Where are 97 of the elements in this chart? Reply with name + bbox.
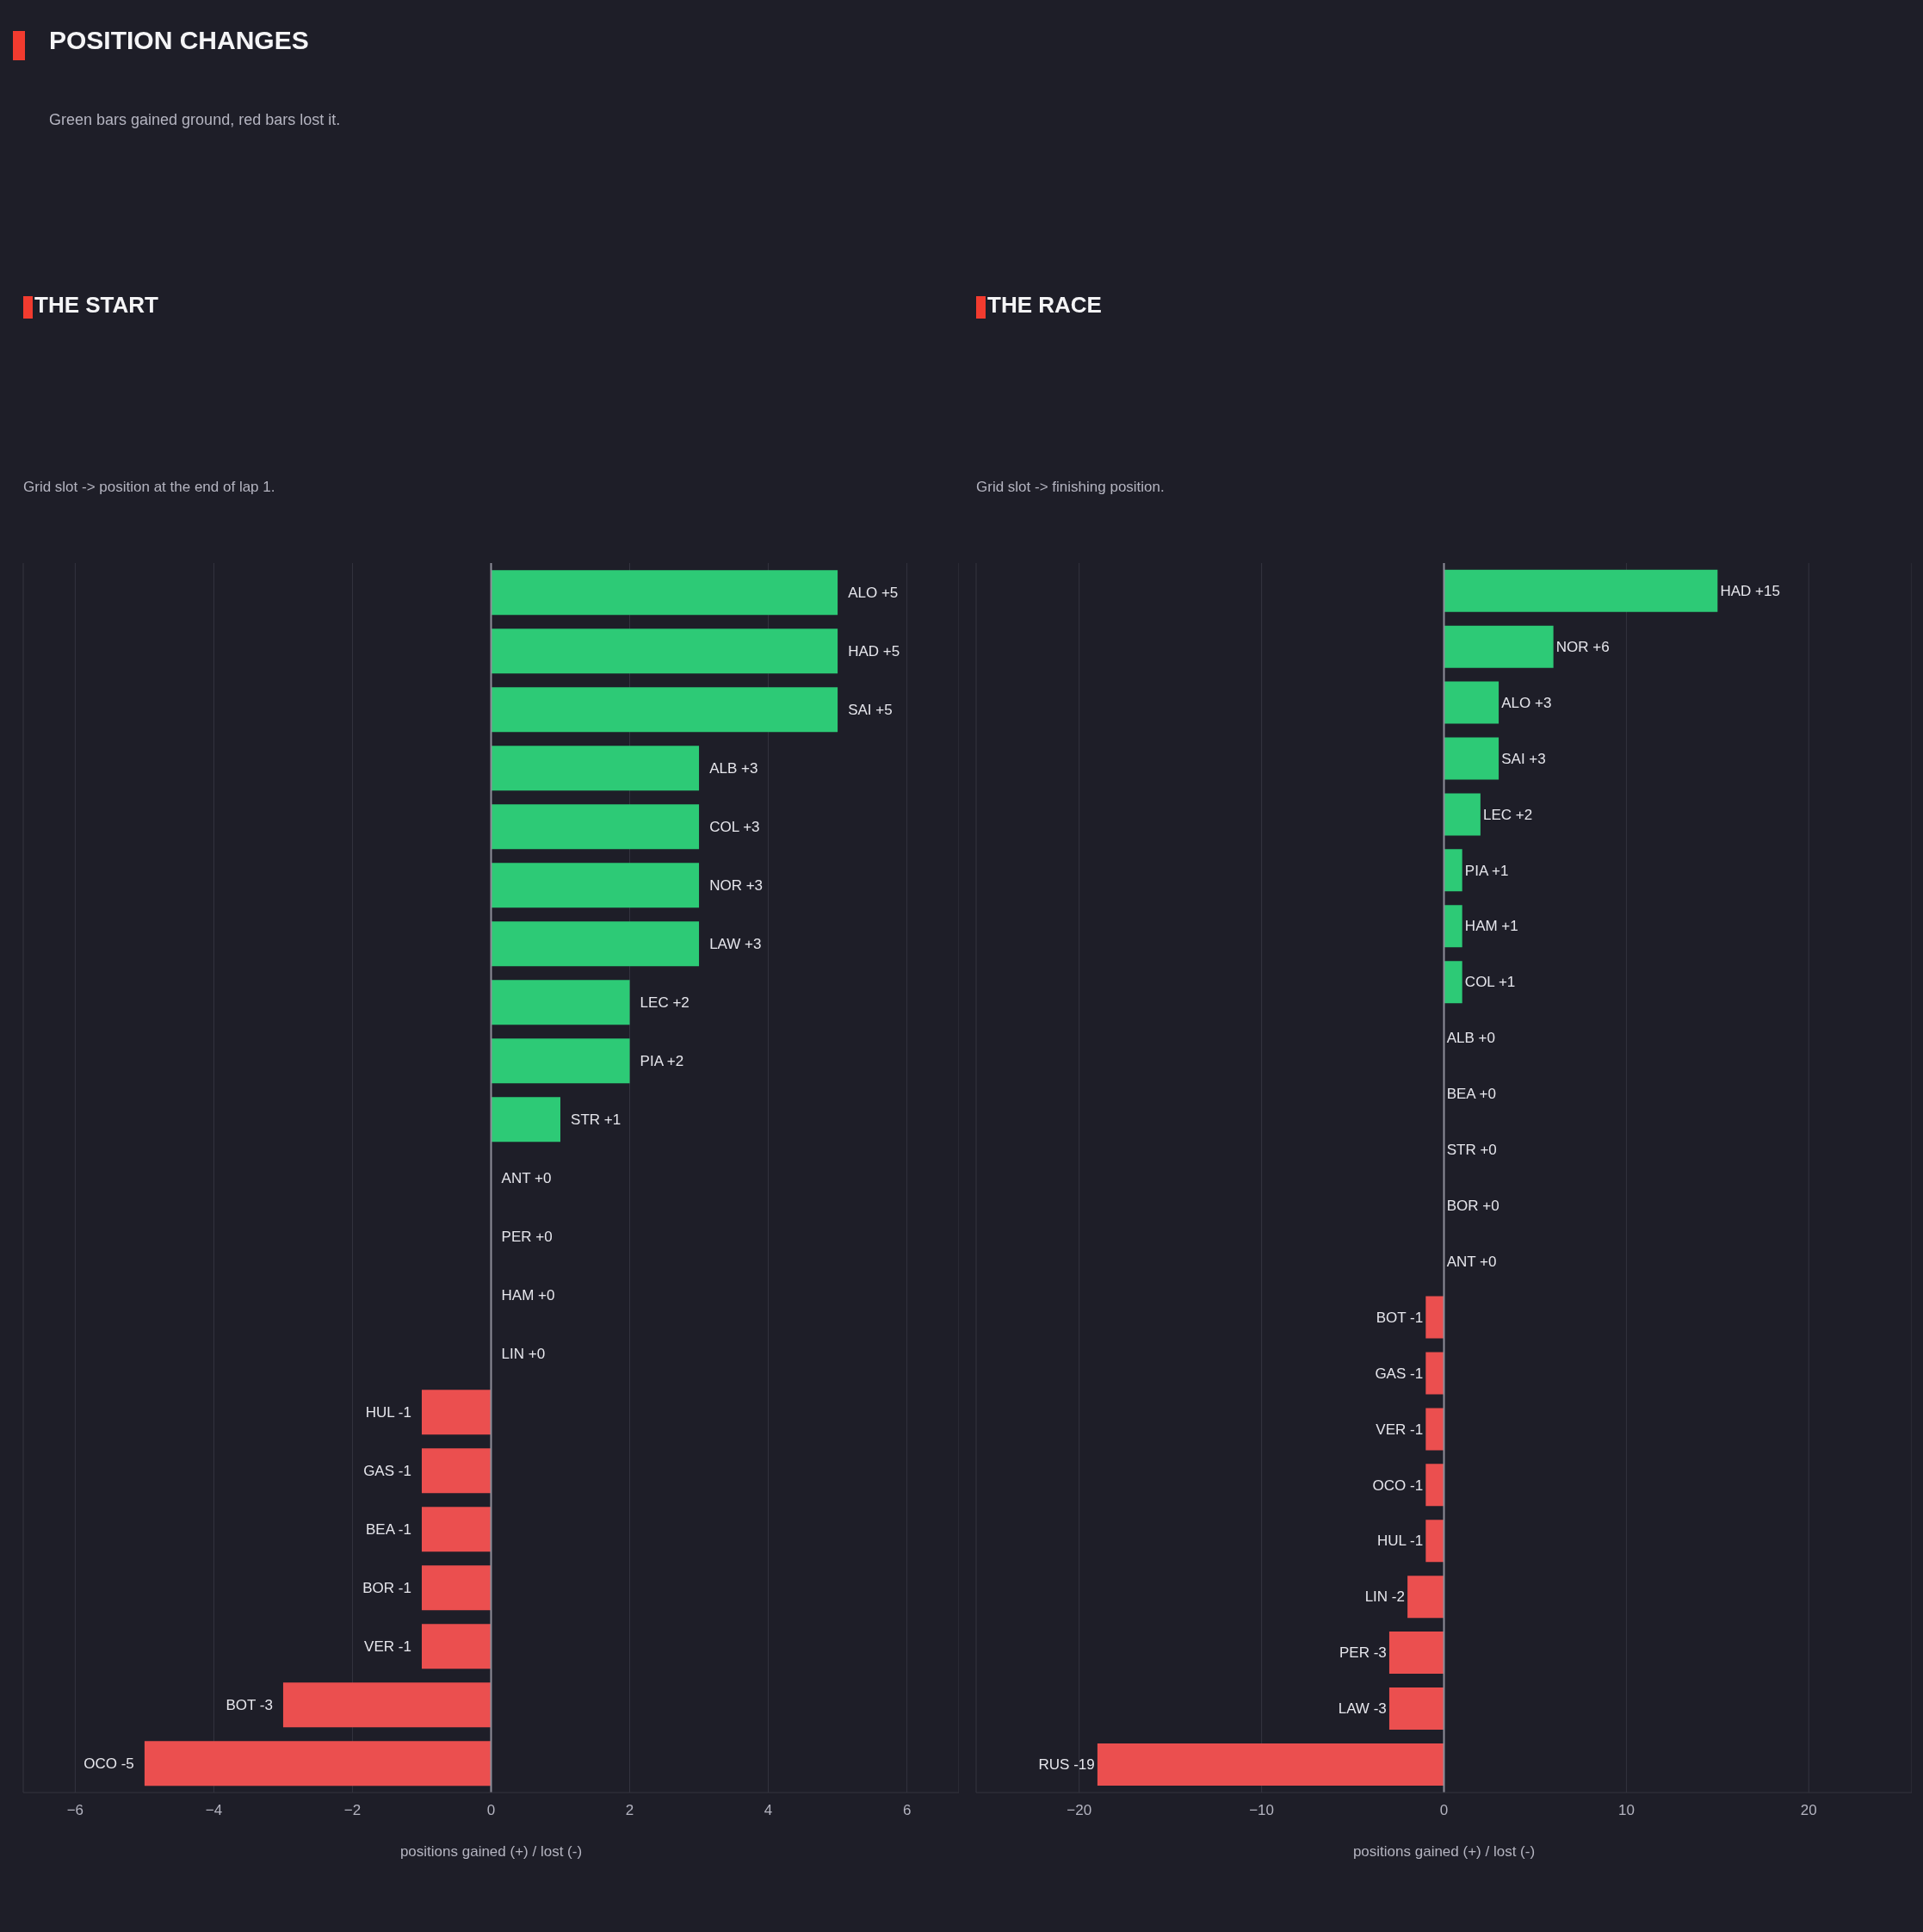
bar — [1425, 1520, 1444, 1563]
category-label: GAS -1 — [1375, 1365, 1424, 1382]
category-label: ALO +5 — [848, 584, 899, 601]
bar — [491, 1038, 630, 1084]
bar — [1444, 961, 1462, 1004]
category-label: LAW -3 — [1338, 1700, 1387, 1718]
category-label: BOR +0 — [1446, 1197, 1499, 1214]
text: POSITION CHANGES — [49, 26, 309, 54]
x-axis-title: positions gained (+) / lost (-) — [399, 1843, 583, 1860]
category-label: HUL -1 — [365, 1403, 411, 1421]
bar — [491, 687, 838, 733]
category-label: NOR +3 — [709, 876, 764, 894]
bar — [421, 1390, 492, 1435]
bar — [1425, 1408, 1444, 1451]
x-tick-label: −20 — [1067, 1802, 1092, 1819]
category-label: HUL -1 — [1376, 1533, 1424, 1550]
category-label: ANT +0 — [1446, 1253, 1497, 1270]
bar — [1388, 1687, 1444, 1730]
bar — [1444, 793, 1481, 836]
x-tick-label: 4 — [764, 1802, 773, 1819]
category-label: PIA +1 — [1464, 862, 1509, 879]
text: Green bars gained ground, red bars lost it. — [49, 111, 341, 128]
chart-subtitle: Grid slot -> position at the end of lap 1. — [23, 479, 275, 495]
bar — [491, 746, 700, 791]
category-label: HAD +5 — [848, 642, 900, 659]
x-tick-label: 0 — [486, 1802, 496, 1819]
bar — [1444, 849, 1462, 892]
category-label: STR +1 — [571, 1111, 621, 1128]
bar — [491, 804, 700, 850]
bar — [421, 1565, 492, 1611]
category-label: BOR -1 — [362, 1579, 411, 1596]
chart-title: THE RACE — [987, 292, 1102, 318]
bar — [491, 570, 838, 616]
category-label: OCO -5 — [83, 1755, 134, 1772]
bar — [1407, 1576, 1444, 1619]
category-label: BEA -1 — [365, 1520, 411, 1538]
category-label: HAM +0 — [501, 1286, 555, 1303]
bar — [1444, 569, 1718, 612]
category-label: LAW +3 — [709, 935, 762, 952]
x-tick-label: 10 — [1617, 1802, 1635, 1819]
bar — [1444, 681, 1499, 724]
bar — [1425, 1352, 1444, 1395]
category-label: BOT -3 — [226, 1696, 273, 1713]
bar — [1444, 737, 1499, 780]
category-label: ALO +3 — [1501, 694, 1552, 711]
x-tick-label: 20 — [1800, 1802, 1817, 1819]
category-label: NOR +6 — [1555, 638, 1610, 655]
bar — [1444, 905, 1462, 948]
bar — [1097, 1743, 1444, 1786]
bar — [491, 980, 630, 1025]
bar — [1425, 1464, 1444, 1507]
category-label: PIA +2 — [640, 1052, 684, 1069]
category-label: LEC +2 — [640, 994, 689, 1011]
bar — [1425, 1296, 1444, 1339]
bar — [421, 1624, 492, 1669]
bar — [282, 1682, 492, 1728]
x-tick-label: −6 — [66, 1802, 84, 1819]
category-label: HAD +15 — [1720, 582, 1780, 599]
category-label: SAI +3 — [1501, 750, 1546, 767]
category-label: PER +0 — [501, 1228, 553, 1245]
bar — [1388, 1632, 1444, 1675]
category-label: VER -1 — [1376, 1421, 1424, 1438]
category-label: ALB +0 — [1446, 1030, 1495, 1047]
category-label: ALB +3 — [709, 759, 758, 777]
category-label: PER -3 — [1339, 1644, 1387, 1662]
category-label: STR +0 — [1446, 1142, 1497, 1159]
category-label: LIN +0 — [501, 1345, 546, 1362]
x-tick-label: −10 — [1249, 1802, 1275, 1819]
category-label: ANT +0 — [501, 1169, 552, 1186]
bar — [144, 1741, 492, 1786]
x-tick-label: 2 — [625, 1802, 634, 1819]
bar — [491, 863, 700, 908]
x-tick-label: 0 — [1439, 1802, 1449, 1819]
bar — [1444, 625, 1554, 668]
bar — [491, 629, 838, 674]
chart-title: THE START — [34, 292, 158, 318]
x-tick-label: 6 — [902, 1802, 912, 1819]
category-label: COL +3 — [709, 818, 760, 835]
bar — [491, 1097, 561, 1142]
chart-subtitle: Grid slot -> finishing position. — [976, 479, 1165, 495]
category-label: LEC +2 — [1483, 806, 1533, 823]
bar — [491, 921, 700, 967]
bar — [421, 1507, 492, 1552]
category-label: BOT -1 — [1376, 1309, 1424, 1326]
category-label: OCO -1 — [1372, 1477, 1424, 1494]
category-label: VER -1 — [364, 1638, 411, 1655]
x-axis-title: positions gained (+) / lost (-) — [1352, 1843, 1536, 1860]
category-label: GAS -1 — [363, 1462, 411, 1479]
category-label: BEA +0 — [1446, 1086, 1496, 1103]
bar — [421, 1448, 492, 1494]
category-label: RUS -19 — [1038, 1756, 1095, 1774]
category-label: COL +1 — [1464, 974, 1516, 991]
category-label: LIN -2 — [1364, 1588, 1405, 1606]
category-label: SAI +5 — [848, 701, 893, 718]
x-tick-label: −4 — [205, 1802, 223, 1819]
x-tick-label: −2 — [343, 1802, 362, 1819]
category-label: HAM +1 — [1464, 918, 1518, 935]
